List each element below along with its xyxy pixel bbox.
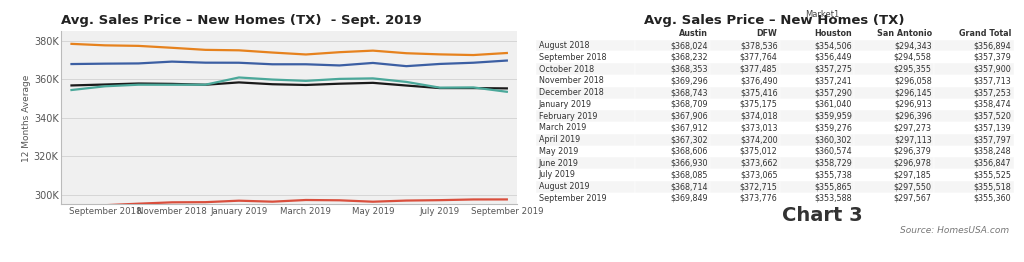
Text: Avg. Sales Price – New Homes (TX): Avg. Sales Price – New Homes (TX) [644, 14, 905, 27]
Y-axis label: 12 Months Average: 12 Months Average [22, 74, 31, 162]
Text: Market1: Market1 [805, 10, 840, 19]
Legend: Austin, DFW, Houston, San Antonio: Austin, DFW, Houston, San Antonio [121, 258, 358, 262]
Text: Avg. Sales Price – New Homes (TX)  - Sept. 2019: Avg. Sales Price – New Homes (TX) - Sept… [61, 14, 422, 28]
Text: Chart 3: Chart 3 [782, 206, 863, 225]
Text: Source: HomesUSA.com: Source: HomesUSA.com [900, 226, 1009, 236]
